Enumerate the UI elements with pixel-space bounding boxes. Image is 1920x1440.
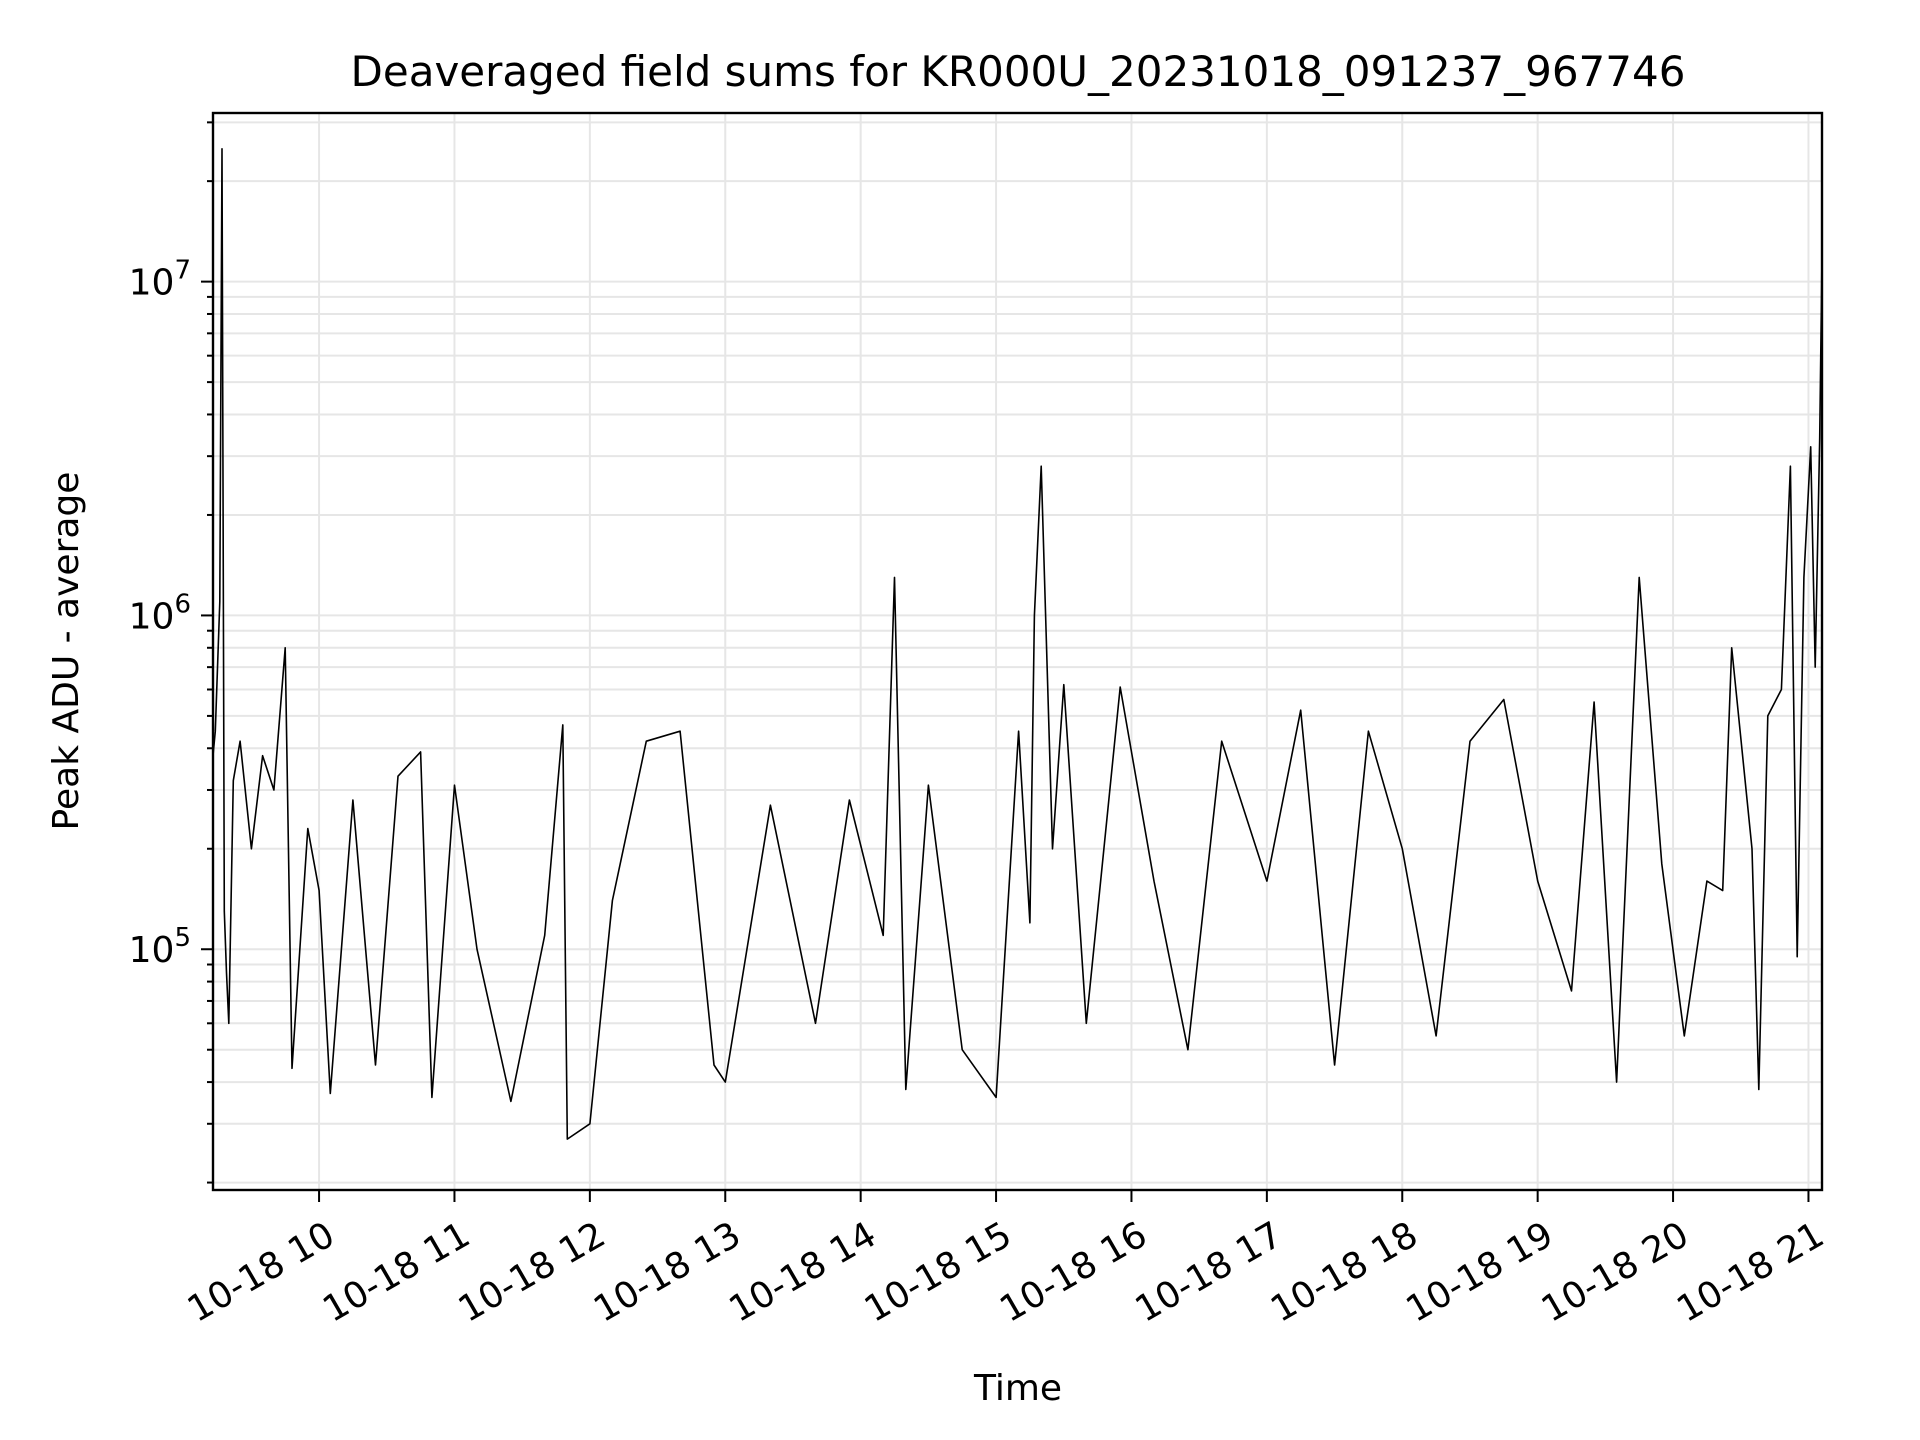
plot-frame [211,111,1824,1192]
y-tick-label: 105 [129,923,191,971]
series-layer [212,148,1823,1140]
chart-title: Deaveraged field sums for KR000U_2023101… [351,47,1686,96]
y-tick-label: 107 [129,256,191,304]
grid-lines [213,113,1822,1190]
y-tick-label: 106 [129,589,191,637]
series-line [212,148,1823,1140]
y-axis-label: Peak ADU - average [46,472,87,831]
x-axis-label: Time [973,1368,1062,1409]
y-axis: 105 106 107 [129,121,213,1184]
